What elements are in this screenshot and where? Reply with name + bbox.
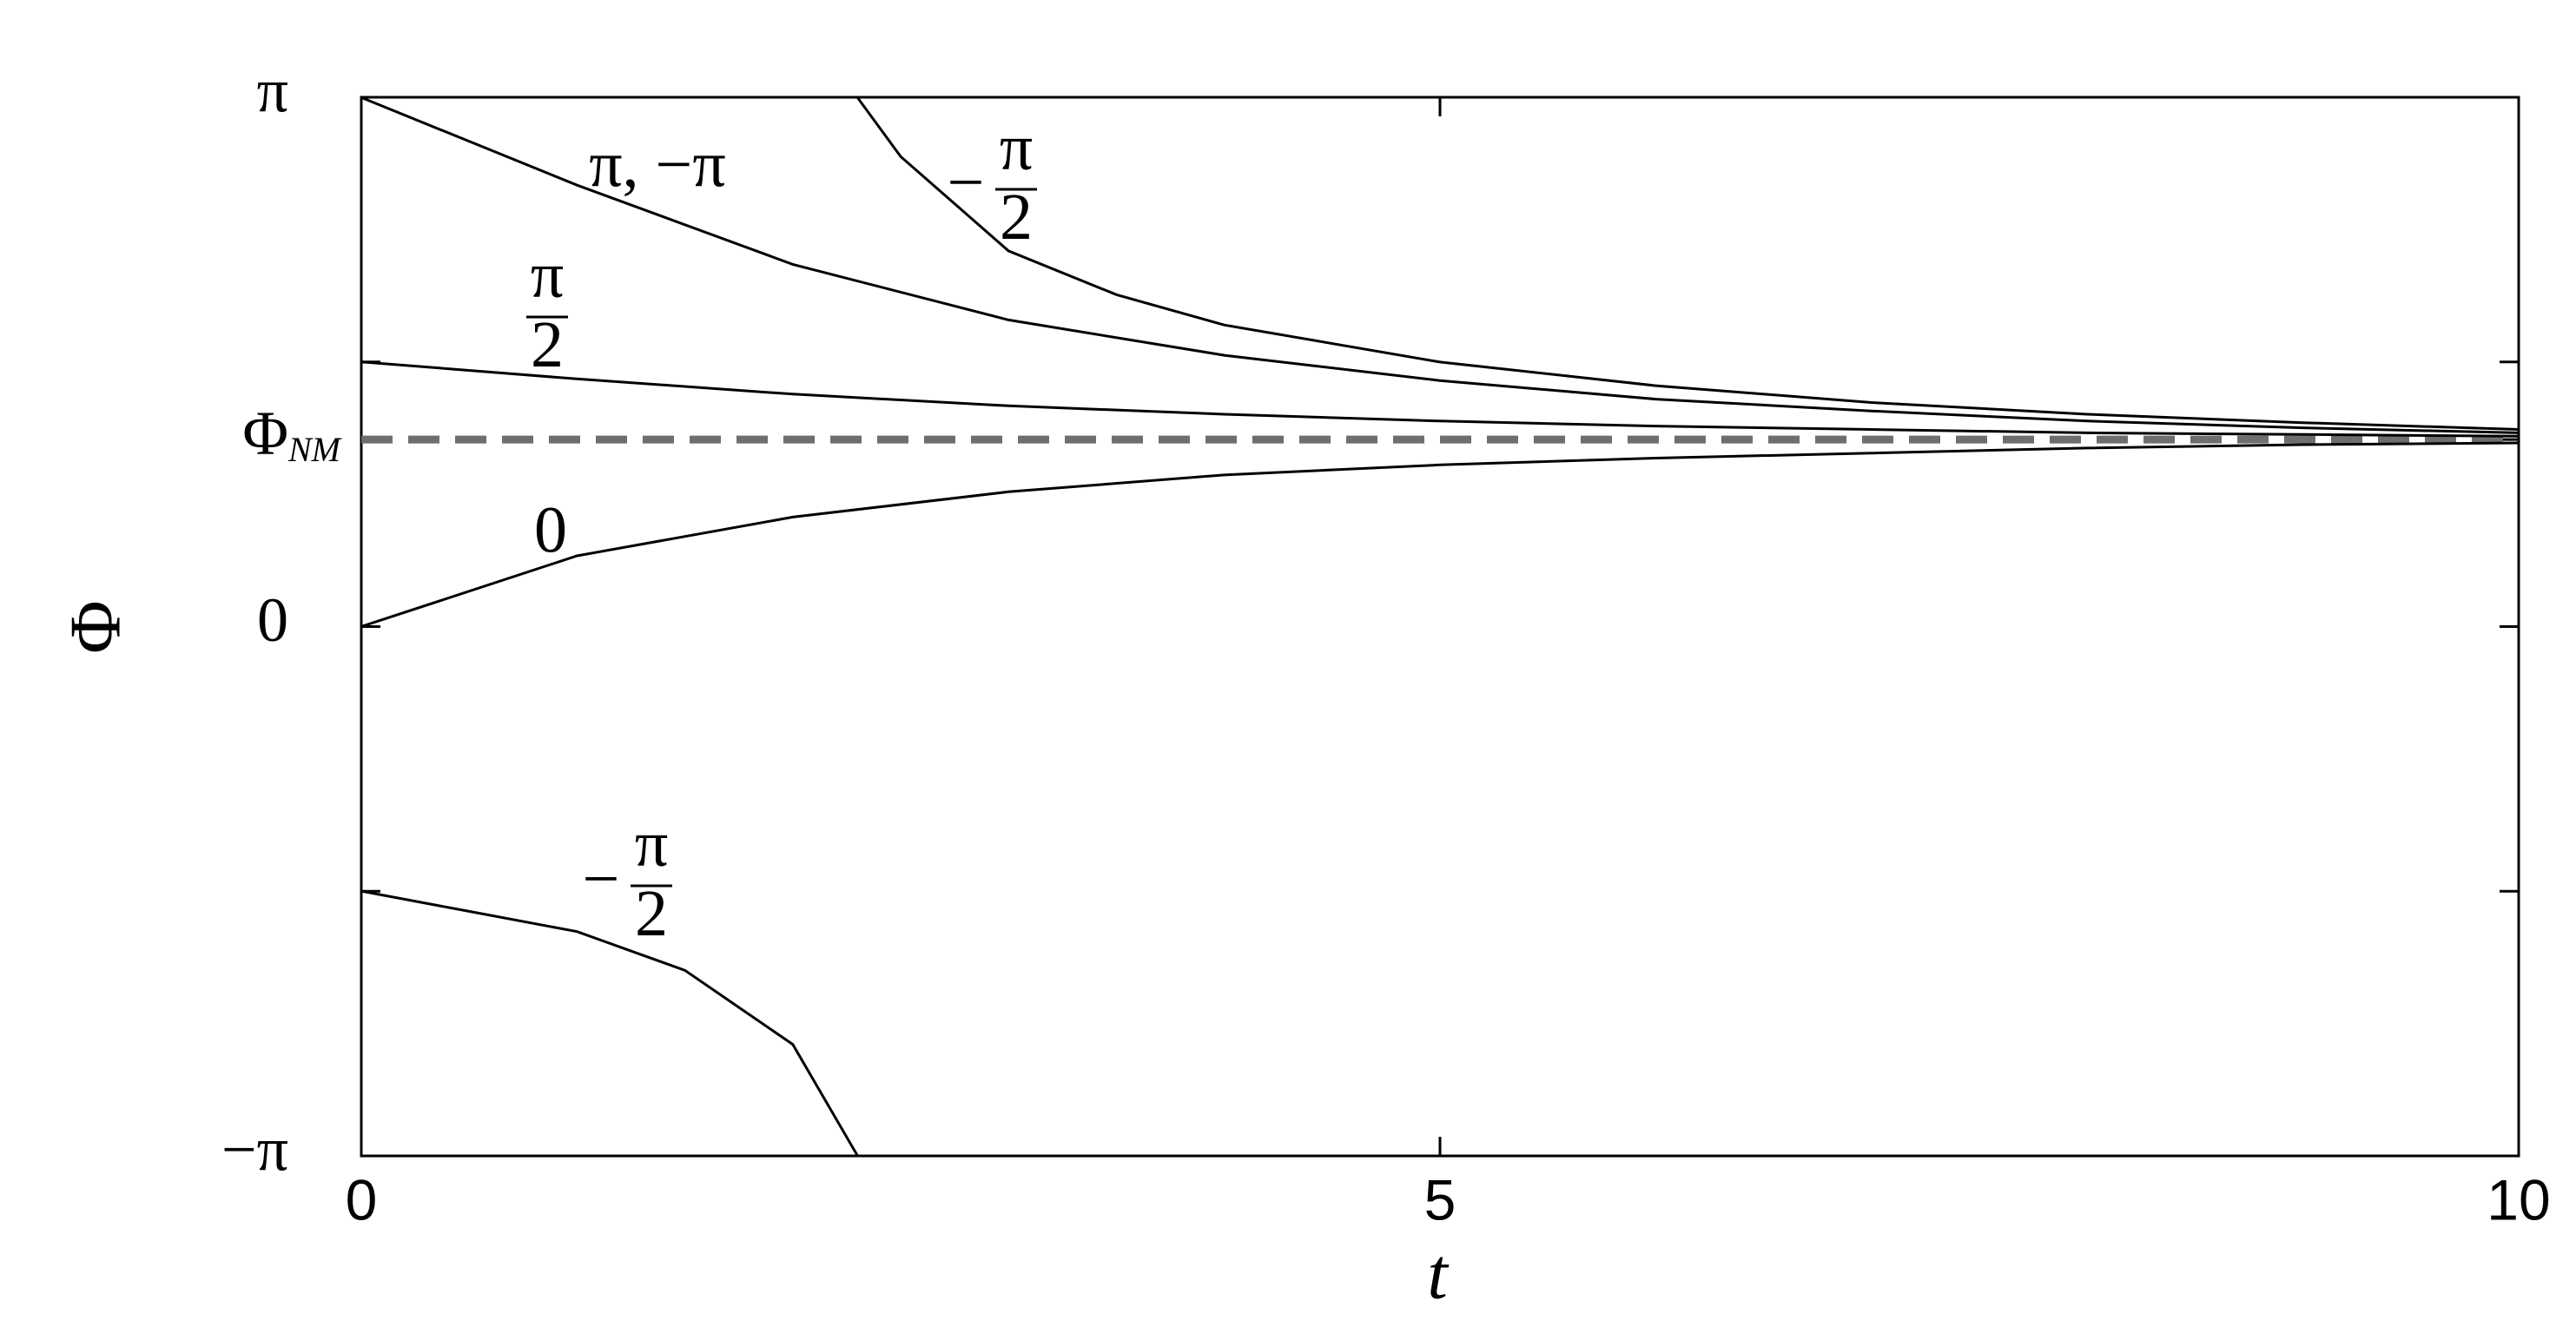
x-tick-label: 5 <box>1424 1167 1456 1231</box>
y-tick-label: π <box>257 56 288 126</box>
y-axis-label: Φ <box>55 600 135 653</box>
series-label: − π/2 <box>948 111 1034 254</box>
y-tick-label: 0 <box>257 585 288 655</box>
series-label: 0 <box>534 493 567 566</box>
series-label: π, −π <box>589 128 726 201</box>
x-axis-label: t <box>1427 1233 1450 1314</box>
series-label: − π/2 <box>583 808 669 950</box>
series-line <box>361 97 2519 1156</box>
series-line <box>361 360 2519 438</box>
y-tick-label: −π <box>221 1115 288 1185</box>
series-line <box>361 441 2519 628</box>
x-tick-label: 0 <box>346 1167 378 1231</box>
series-line <box>361 97 2519 434</box>
x-tick-label: 10 <box>2487 1167 2550 1231</box>
plot-frame <box>360 96 2520 1158</box>
series-label: π/2 <box>531 239 564 381</box>
y-tick-label: ΦNM <box>242 399 342 470</box>
